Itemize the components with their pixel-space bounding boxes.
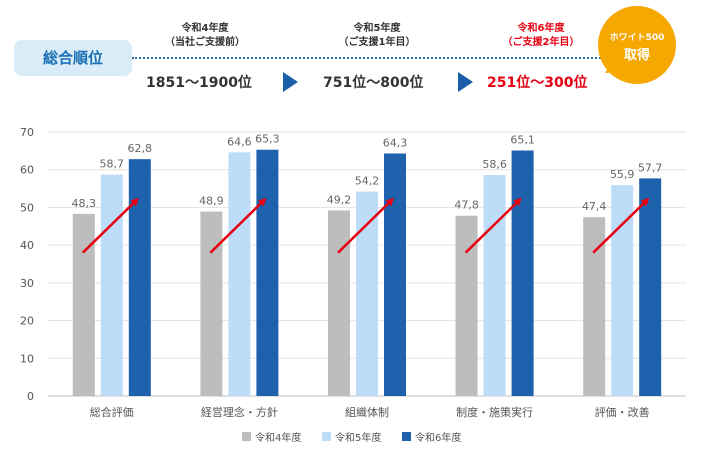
right-triangle-icon: [458, 72, 473, 92]
data-label: 58,6: [482, 158, 507, 171]
bar: [200, 211, 223, 396]
legend-swatch: [402, 432, 411, 441]
y-axis: 0 10 20 30 40 50 60 70: [20, 126, 34, 403]
badge-line2: 取得: [623, 48, 650, 63]
period-r5: 令和5年度 （ご支援1年目）: [312, 22, 442, 50]
category-label: 総合評価: [90, 405, 134, 419]
period-r4: 令和4年度 （当社ご支援前）: [140, 22, 270, 50]
bar: [128, 159, 151, 396]
y-tick-label: 10: [20, 352, 34, 365]
period-r4-year: 令和4年度: [181, 23, 229, 34]
timeline-dotted-line: [132, 57, 612, 59]
category-label: 組織体制: [345, 405, 389, 419]
legend-swatch: [322, 432, 331, 441]
bar: [384, 153, 406, 396]
trend-arrow-icon: [337, 197, 395, 254]
y-tick-label: 50: [20, 201, 34, 214]
bar: [483, 174, 506, 396]
category-label: 評価・改善: [595, 405, 650, 419]
data-label: 58,7: [100, 158, 125, 171]
y-tick-label: 20: [20, 315, 34, 328]
data-label: 57,7: [638, 161, 663, 174]
badge-line1: ホワイト500: [609, 33, 665, 43]
data-label: 64,3: [383, 136, 408, 149]
data-label: 48,3: [72, 197, 97, 210]
legend-label: 令和5年度: [335, 431, 381, 444]
period-r4-note: （当社ご支援前）: [165, 37, 245, 48]
data-label: 65,3: [255, 133, 280, 146]
legend-swatch: [242, 432, 251, 441]
legend-label: 令和4年度: [255, 431, 301, 444]
category-label: 経営理念・方針: [201, 405, 278, 419]
overall-rank-label: 総合順位: [14, 40, 132, 76]
data-label: 54,2: [355, 175, 380, 188]
data-label: 65,1: [510, 133, 535, 146]
data-label: 62,8: [128, 142, 153, 155]
trend-arrow-icon: [209, 197, 267, 254]
x-axis: 総合評価 経営理念・方針 組織体制 制度・施策実行 評価・改善: [90, 405, 650, 419]
rank-r4: 1851〜1900位: [146, 75, 252, 91]
rank-r5: 751位〜800位: [323, 75, 424, 91]
y-tick-label: 40: [20, 239, 34, 252]
period-r6: 令和6年度 （ご支援2年目）: [476, 22, 606, 50]
bar: [356, 191, 378, 396]
y-tick-label: 30: [20, 277, 34, 290]
y-tick-label: 0: [27, 390, 34, 403]
bar: [256, 149, 279, 396]
bar: [511, 150, 534, 396]
bar: [455, 215, 478, 396]
category-label: 制度・施策実行: [456, 405, 533, 419]
period-r6-year: 令和6年度: [517, 23, 565, 34]
bar: [328, 210, 350, 396]
y-tick-label: 70: [20, 126, 34, 139]
rank-r6: 251位〜300位: [487, 75, 588, 91]
legend: 令和4年度 令和5年度 令和6年度: [242, 431, 461, 444]
bar: [611, 185, 634, 396]
right-triangle-icon: [283, 72, 298, 92]
data-label: 49,2: [327, 193, 352, 206]
bar: [583, 217, 606, 396]
period-r5-note: （ご支援1年目）: [338, 37, 416, 48]
trend-arrows: [81, 197, 650, 254]
y-tick-label: 60: [20, 164, 34, 177]
data-label: 55,9: [610, 168, 635, 181]
bar: [228, 152, 251, 396]
data-label: 47,4: [582, 200, 607, 213]
data-label: 48,9: [199, 195, 224, 208]
period-r6-note: （ご支援2年目）: [502, 37, 580, 48]
badge-circle: ホワイト500 取得: [598, 6, 676, 84]
data-label: 64,6: [227, 135, 252, 148]
trend-arrow-icon: [592, 197, 650, 254]
bar: [100, 174, 123, 396]
legend-label: 令和6年度: [415, 431, 461, 444]
trend-arrow-icon: [464, 197, 522, 254]
period-r5-year: 令和5年度: [353, 23, 401, 34]
data-label: 47,8: [454, 199, 479, 212]
bar: [72, 213, 95, 396]
bar: [639, 178, 662, 396]
data-labels: 48,3 58,762,8 48,9 64,6 65,3 49,254,2 64,3 47,8…: [72, 133, 663, 214]
trend-arrow-icon: [81, 197, 139, 254]
